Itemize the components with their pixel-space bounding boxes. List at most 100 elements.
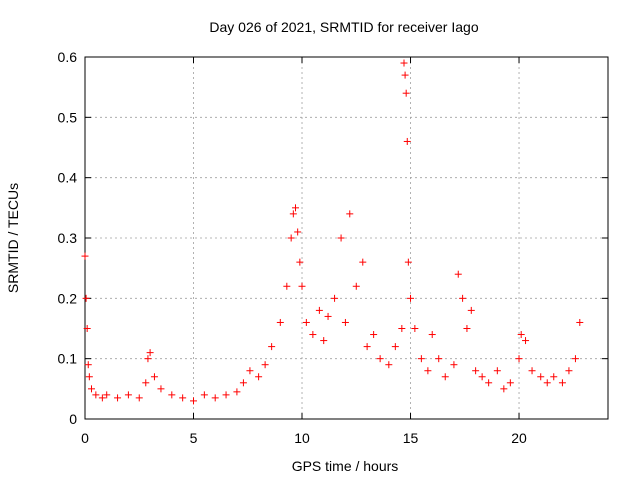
data-point [98, 394, 106, 402]
data-point [157, 385, 165, 393]
y-tick-label: 0 [69, 411, 77, 427]
data-point [571, 355, 579, 363]
data-point [411, 325, 419, 332]
data-point [146, 349, 154, 357]
data-point [268, 343, 276, 351]
data-point [543, 379, 551, 387]
data-point [407, 294, 415, 302]
data-point [428, 331, 436, 339]
data-point [292, 204, 300, 212]
data-point [294, 228, 302, 236]
data-point [404, 258, 412, 266]
data-point [324, 312, 332, 320]
data-point [352, 282, 360, 290]
data-point [385, 361, 393, 369]
data-point [472, 367, 480, 375]
data-point [454, 270, 462, 278]
chart-title: Day 026 of 2021, SRMTID for receiver Iag… [209, 19, 478, 35]
y-tick-label: 0.6 [58, 49, 78, 65]
data-point [493, 367, 501, 375]
data-point [441, 373, 449, 381]
x-tick-label: 5 [190, 430, 198, 446]
data-point [370, 331, 378, 339]
data-point [528, 367, 536, 375]
data-point [402, 89, 410, 97]
data-point [506, 379, 514, 387]
data-point [331, 294, 339, 302]
data-point [320, 337, 328, 345]
data-point [82, 294, 90, 302]
data-point [337, 234, 345, 242]
x-axis-title: GPS time / hours [292, 458, 399, 474]
data-point [211, 394, 219, 402]
data-point [246, 367, 254, 375]
data-point [424, 367, 432, 375]
y-axis-title: SRMTID / TECUs [5, 183, 21, 293]
data-point [302, 318, 310, 326]
data-point [222, 391, 230, 399]
data-point [403, 137, 411, 145]
data-point [485, 379, 493, 387]
data-point [261, 361, 269, 369]
data-point [398, 325, 406, 332]
data-point [200, 391, 208, 399]
data-point [467, 306, 475, 314]
data-point [287, 234, 295, 242]
axis-ticks: 0 0.1 0.2 0.3 0.4 0.5 0.6 0 5 10 15 20 [58, 49, 608, 446]
data-point [435, 355, 443, 363]
data-point [296, 258, 304, 266]
data-point [298, 282, 306, 290]
data-point [255, 373, 263, 381]
data-point [500, 385, 508, 393]
data-point [289, 210, 297, 218]
data-point [558, 379, 566, 387]
x-tick-label: 15 [403, 430, 419, 446]
data-point [565, 367, 573, 375]
data-point [103, 391, 111, 399]
data-point [168, 391, 176, 399]
data-point [85, 373, 93, 381]
data-point [144, 355, 152, 363]
data-point [401, 71, 409, 79]
y-tick-label: 0.4 [58, 170, 78, 186]
data-point [550, 373, 558, 381]
data-point [537, 373, 545, 381]
data-point [283, 282, 291, 290]
data-point [88, 385, 96, 393]
data-point [363, 343, 371, 351]
data-point [239, 379, 247, 387]
x-tick-label: 20 [511, 430, 527, 446]
data-point [315, 306, 323, 314]
data-point [135, 394, 143, 402]
y-tick-label: 0.3 [58, 230, 78, 246]
data-point [309, 331, 317, 339]
data-point [84, 361, 92, 369]
x-tick-label: 0 [81, 430, 89, 446]
data-point [233, 388, 241, 396]
data-point [391, 343, 399, 351]
data-point [359, 258, 367, 266]
data-point [459, 294, 467, 302]
x-tick-label: 10 [294, 430, 310, 446]
data-point [417, 355, 425, 363]
data-point [81, 252, 89, 260]
y-tick-label: 0.1 [58, 351, 78, 367]
data-point [450, 361, 458, 369]
data-point [522, 337, 530, 345]
data-point [124, 391, 132, 399]
data-point [114, 394, 122, 402]
data-point [190, 397, 198, 405]
data-point [150, 373, 158, 381]
data-point [478, 373, 486, 381]
data-point [341, 318, 349, 326]
data-point [276, 318, 284, 326]
data-point [576, 318, 584, 326]
data-point [517, 331, 525, 339]
data-point [515, 355, 523, 363]
grid-lines [85, 57, 608, 419]
data-point [142, 379, 150, 387]
data-point [179, 394, 187, 402]
data-point [463, 325, 471, 332]
data-points [81, 59, 584, 405]
